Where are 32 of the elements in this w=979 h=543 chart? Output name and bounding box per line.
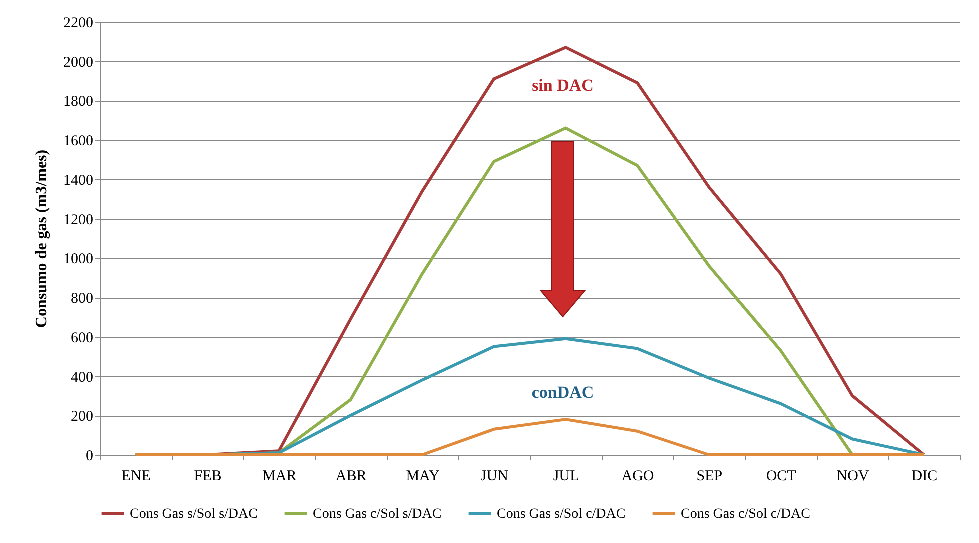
y-tick-label: 1400 [64, 172, 94, 189]
x-tick-label: NOV [836, 468, 870, 484]
line-series [134, 418, 926, 456]
x-tick-label: ABR [336, 468, 367, 484]
x-tick-label: MAR [262, 468, 297, 484]
x-tick-label: DIC [912, 468, 938, 484]
annotation: conDAC [532, 383, 594, 402]
x-tick-label: OCT [766, 468, 796, 484]
y-tick-label: 2000 [64, 54, 94, 71]
x-tick-label: MAY [406, 468, 440, 484]
x-tick-label: SEP [696, 468, 723, 484]
legend-label: Cons Gas c/Sol s/DAC [313, 507, 442, 522]
legend-label: Cons Gas c/Sol c/DAC [681, 507, 810, 522]
y-tick-label: 800 [71, 291, 94, 308]
y-tick-label: 1000 [64, 252, 94, 268]
y-tick-label: 0 [86, 448, 94, 464]
x-tick-label: JUN [480, 468, 509, 484]
y-tick-label: 400 [71, 370, 94, 386]
x-tick-label: JUL [553, 468, 580, 484]
x-tick-label: AGO [622, 468, 654, 484]
y-tick-label: 1600 [64, 134, 94, 150]
annotation: sin DAC [532, 76, 594, 95]
y-tick-label: 2200 [64, 16, 94, 32]
x-tick-label: FEB [194, 468, 222, 484]
legend-label: Cons Gas s/Sol c/DAC [497, 507, 626, 522]
legend-label: Cons Gas s/Sol s/DAC [130, 507, 258, 522]
y-tick-label: 200 [71, 409, 94, 426]
y-axis-title: Consumo de gas (m3/mes) [34, 150, 50, 328]
y-tick-label: 1800 [64, 94, 94, 110]
x-tick-label: ENE [122, 468, 151, 484]
y-tick-label: 1200 [64, 212, 94, 228]
y-tick-label: 600 [71, 330, 94, 346]
